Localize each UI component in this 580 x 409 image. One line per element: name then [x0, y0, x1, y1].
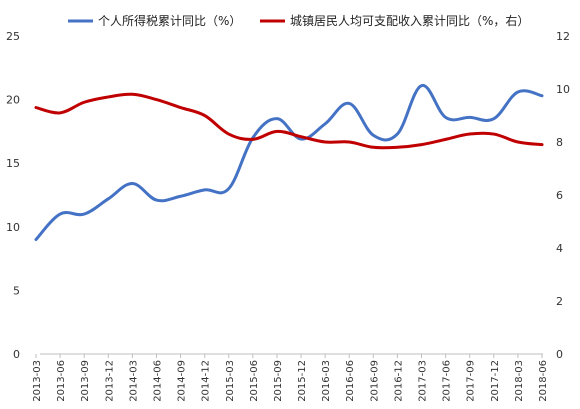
data-point-disposable-income: [179, 106, 182, 109]
y-left-tick-label: 15: [6, 157, 20, 170]
x-tick-label: 2017-06: [442, 360, 453, 402]
x-tick-label: 2015-09: [273, 360, 284, 402]
data-point-disposable-income: [492, 133, 495, 136]
data-point-income-tax: [324, 122, 327, 125]
data-point-disposable-income: [324, 141, 327, 144]
data-point-disposable-income: [131, 93, 134, 96]
y-right-tick-label: 8: [556, 136, 563, 149]
data-point-disposable-income: [59, 111, 62, 114]
x-tick-label: 2017-03: [418, 360, 429, 402]
data-point-disposable-income: [83, 101, 86, 104]
data-point-disposable-income: [468, 133, 471, 136]
y-left-tick-label: 20: [6, 94, 20, 107]
x-tick-label: 2016-03: [321, 360, 332, 402]
x-tick-label: 2016-06: [345, 360, 356, 402]
data-point-disposable-income: [396, 146, 399, 149]
data-point-income-tax: [131, 182, 134, 185]
data-point-income-tax: [35, 238, 38, 241]
y-left-tick-label: 0: [13, 348, 20, 361]
x-tick-label: 2017-09: [466, 360, 477, 402]
y-axis-left: 0 5 10 15 20 25: [6, 30, 20, 361]
data-point-income-tax: [348, 102, 351, 105]
data-point-income-tax: [59, 213, 62, 216]
series-line-income-tax: [34, 84, 544, 242]
series-line-disposable-income: [34, 92, 544, 150]
data-point-income-tax: [372, 134, 375, 137]
data-point-disposable-income: [420, 143, 423, 146]
data-point-income-tax: [179, 195, 182, 198]
x-axis: 2013-03 2013-06 2013-09 2013-12 2014-03 2014-…: [32, 354, 549, 402]
data-point-income-tax: [444, 116, 447, 119]
data-point-income-tax: [492, 117, 495, 120]
y-axis-right: 0 2 4 6 8 10 12: [556, 30, 570, 361]
x-tick-label: 2015-03: [225, 360, 236, 402]
data-point-income-tax: [107, 197, 110, 200]
x-tick-label: 2014-12: [201, 360, 212, 402]
data-point-disposable-income: [372, 146, 375, 149]
data-point-disposable-income: [107, 95, 110, 98]
data-point-income-tax: [227, 187, 230, 190]
legend-label-disposable-income: 城镇居民人均可支配收入累计同比（%，右）: [290, 13, 529, 28]
x-tick-label: 2014-09: [177, 360, 188, 402]
y-right-tick-label: 6: [556, 189, 563, 202]
x-tick-label: 2014-06: [152, 360, 163, 402]
x-tick-label: 2018-03: [514, 360, 525, 402]
x-tick-label: 2018-06: [538, 360, 549, 402]
data-point-disposable-income: [275, 130, 278, 133]
data-point-income-tax: [468, 116, 471, 119]
x-tick-label: 2015-12: [297, 360, 308, 402]
y-left-tick-label: 5: [13, 284, 20, 297]
data-point-income-tax: [155, 199, 158, 202]
y-right-tick-label: 4: [556, 242, 563, 255]
x-tick-label: 2013-03: [32, 360, 43, 402]
data-point-disposable-income: [203, 114, 206, 117]
data-point-income-tax: [396, 132, 399, 135]
y-right-tick-label: 10: [556, 83, 570, 96]
data-point-income-tax: [203, 188, 206, 191]
data-point-disposable-income: [348, 141, 351, 144]
data-point-disposable-income: [444, 138, 447, 141]
x-tick-label: 2016-09: [369, 360, 380, 402]
y-right-tick-label: 12: [556, 30, 570, 43]
data-point-income-tax: [516, 90, 519, 93]
x-tick-label: 2015-06: [249, 360, 260, 402]
x-tick-label: 2016-12: [393, 360, 404, 402]
data-point-disposable-income: [35, 106, 38, 109]
data-point-income-tax: [541, 94, 544, 97]
series-layer: [34, 84, 544, 242]
x-tick-label: 2017-12: [490, 360, 501, 402]
data-point-disposable-income: [155, 98, 158, 101]
data-point-disposable-income: [227, 133, 230, 136]
y-left-tick-label: 10: [6, 221, 20, 234]
data-point-disposable-income: [300, 135, 303, 138]
x-tick-label: 2014-03: [128, 360, 139, 402]
data-point-disposable-income: [516, 141, 519, 144]
y-right-tick-label: 0: [556, 348, 563, 361]
legend: 个人所得税累计同比（%） 城镇居民人均可支配收入累计同比（%，右）: [68, 13, 529, 28]
y-right-tick-label: 2: [556, 295, 563, 308]
legend-label-income-tax: 个人所得税累计同比（%）: [98, 13, 241, 28]
data-point-income-tax: [83, 213, 86, 216]
x-tick-label: 2013-12: [104, 360, 115, 402]
x-tick-label: 2013-06: [56, 360, 67, 402]
data-point-disposable-income: [541, 143, 544, 146]
data-point-income-tax: [275, 117, 278, 120]
data-point-disposable-income: [251, 138, 254, 141]
x-tick-label: 2013-09: [80, 360, 91, 402]
y-left-tick-label: 25: [6, 30, 20, 43]
data-point-income-tax: [420, 84, 423, 87]
